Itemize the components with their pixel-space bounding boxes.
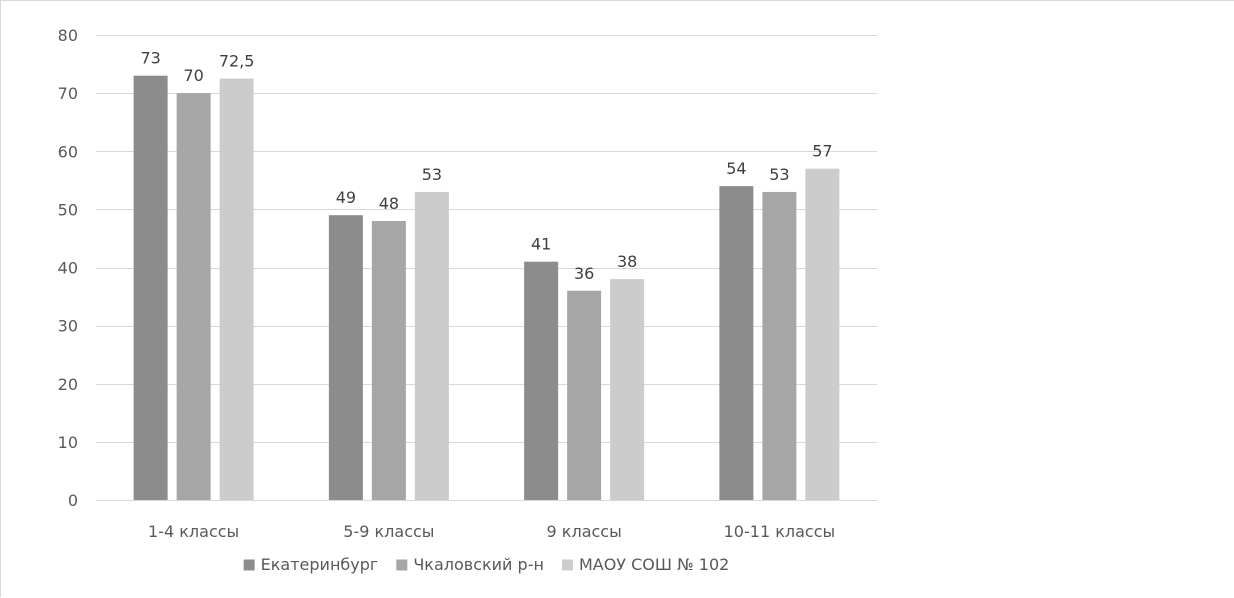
x-axis-ticks: 1-4 классы 5-9 классы 9 классы 10-11 классы bbox=[148, 522, 835, 541]
data-label: 57 bbox=[812, 142, 832, 161]
data-label: 53 bbox=[422, 165, 442, 184]
bar bbox=[176, 93, 211, 500]
legend-swatch bbox=[561, 559, 573, 571]
bar bbox=[371, 221, 406, 500]
y-axis-ticks: 0 10 20 30 40 50 60 70 80 bbox=[58, 26, 78, 510]
gridlines bbox=[96, 35, 877, 501]
legend-label: Чкаловский р-н bbox=[413, 555, 544, 574]
legend-label: Екатеринбург bbox=[261, 555, 379, 574]
bar bbox=[610, 279, 645, 500]
data-label: 41 bbox=[531, 235, 551, 254]
legend-label: МАОУ СОШ № 102 bbox=[579, 555, 729, 574]
legend-swatch bbox=[243, 559, 255, 571]
bar bbox=[567, 290, 602, 500]
bars bbox=[133, 75, 840, 500]
data-labels: 73 70 72,5 49 48 53 41 36 38 54 53 57 bbox=[140, 49, 832, 283]
bar bbox=[805, 168, 840, 500]
data-label: 36 bbox=[574, 264, 594, 283]
data-label: 49 bbox=[336, 188, 356, 207]
x-tick-label: 9 классы bbox=[547, 522, 622, 541]
bar bbox=[719, 186, 754, 500]
legend-entry: Чкаловский р-н bbox=[396, 555, 544, 574]
legend: Екатеринбург Чкаловский р-н МАОУ СОШ № 102 bbox=[243, 555, 729, 574]
y-tick-label: 80 bbox=[58, 26, 78, 45]
y-tick-label: 0 bbox=[68, 491, 78, 510]
y-tick-label: 10 bbox=[58, 433, 78, 452]
y-tick-label: 20 bbox=[58, 375, 78, 394]
y-tick-label: 30 bbox=[58, 317, 78, 336]
legend-entry: МАОУ СОШ № 102 bbox=[561, 555, 729, 574]
data-label: 70 bbox=[183, 66, 203, 85]
data-label: 38 bbox=[617, 252, 637, 271]
legend-swatch bbox=[396, 559, 408, 571]
data-label: 72,5 bbox=[219, 52, 255, 71]
x-tick-label: 10-11 классы bbox=[724, 522, 836, 541]
data-label: 54 bbox=[726, 159, 746, 178]
bar bbox=[524, 261, 559, 500]
y-tick-label: 60 bbox=[58, 142, 78, 161]
bar bbox=[414, 191, 449, 500]
bar bbox=[328, 215, 363, 500]
y-tick-label: 40 bbox=[58, 259, 78, 278]
bar bbox=[219, 78, 254, 500]
y-tick-label: 50 bbox=[58, 200, 78, 219]
data-label: 48 bbox=[379, 194, 399, 213]
x-tick-label: 1-4 классы bbox=[148, 522, 239, 541]
legend-entry: Екатеринбург bbox=[243, 555, 379, 574]
data-label: 53 bbox=[769, 165, 789, 184]
bar bbox=[133, 75, 168, 500]
data-label: 73 bbox=[140, 49, 160, 68]
bar bbox=[762, 191, 797, 500]
x-tick-label: 5-9 классы bbox=[343, 522, 434, 541]
y-tick-label: 70 bbox=[58, 84, 78, 103]
